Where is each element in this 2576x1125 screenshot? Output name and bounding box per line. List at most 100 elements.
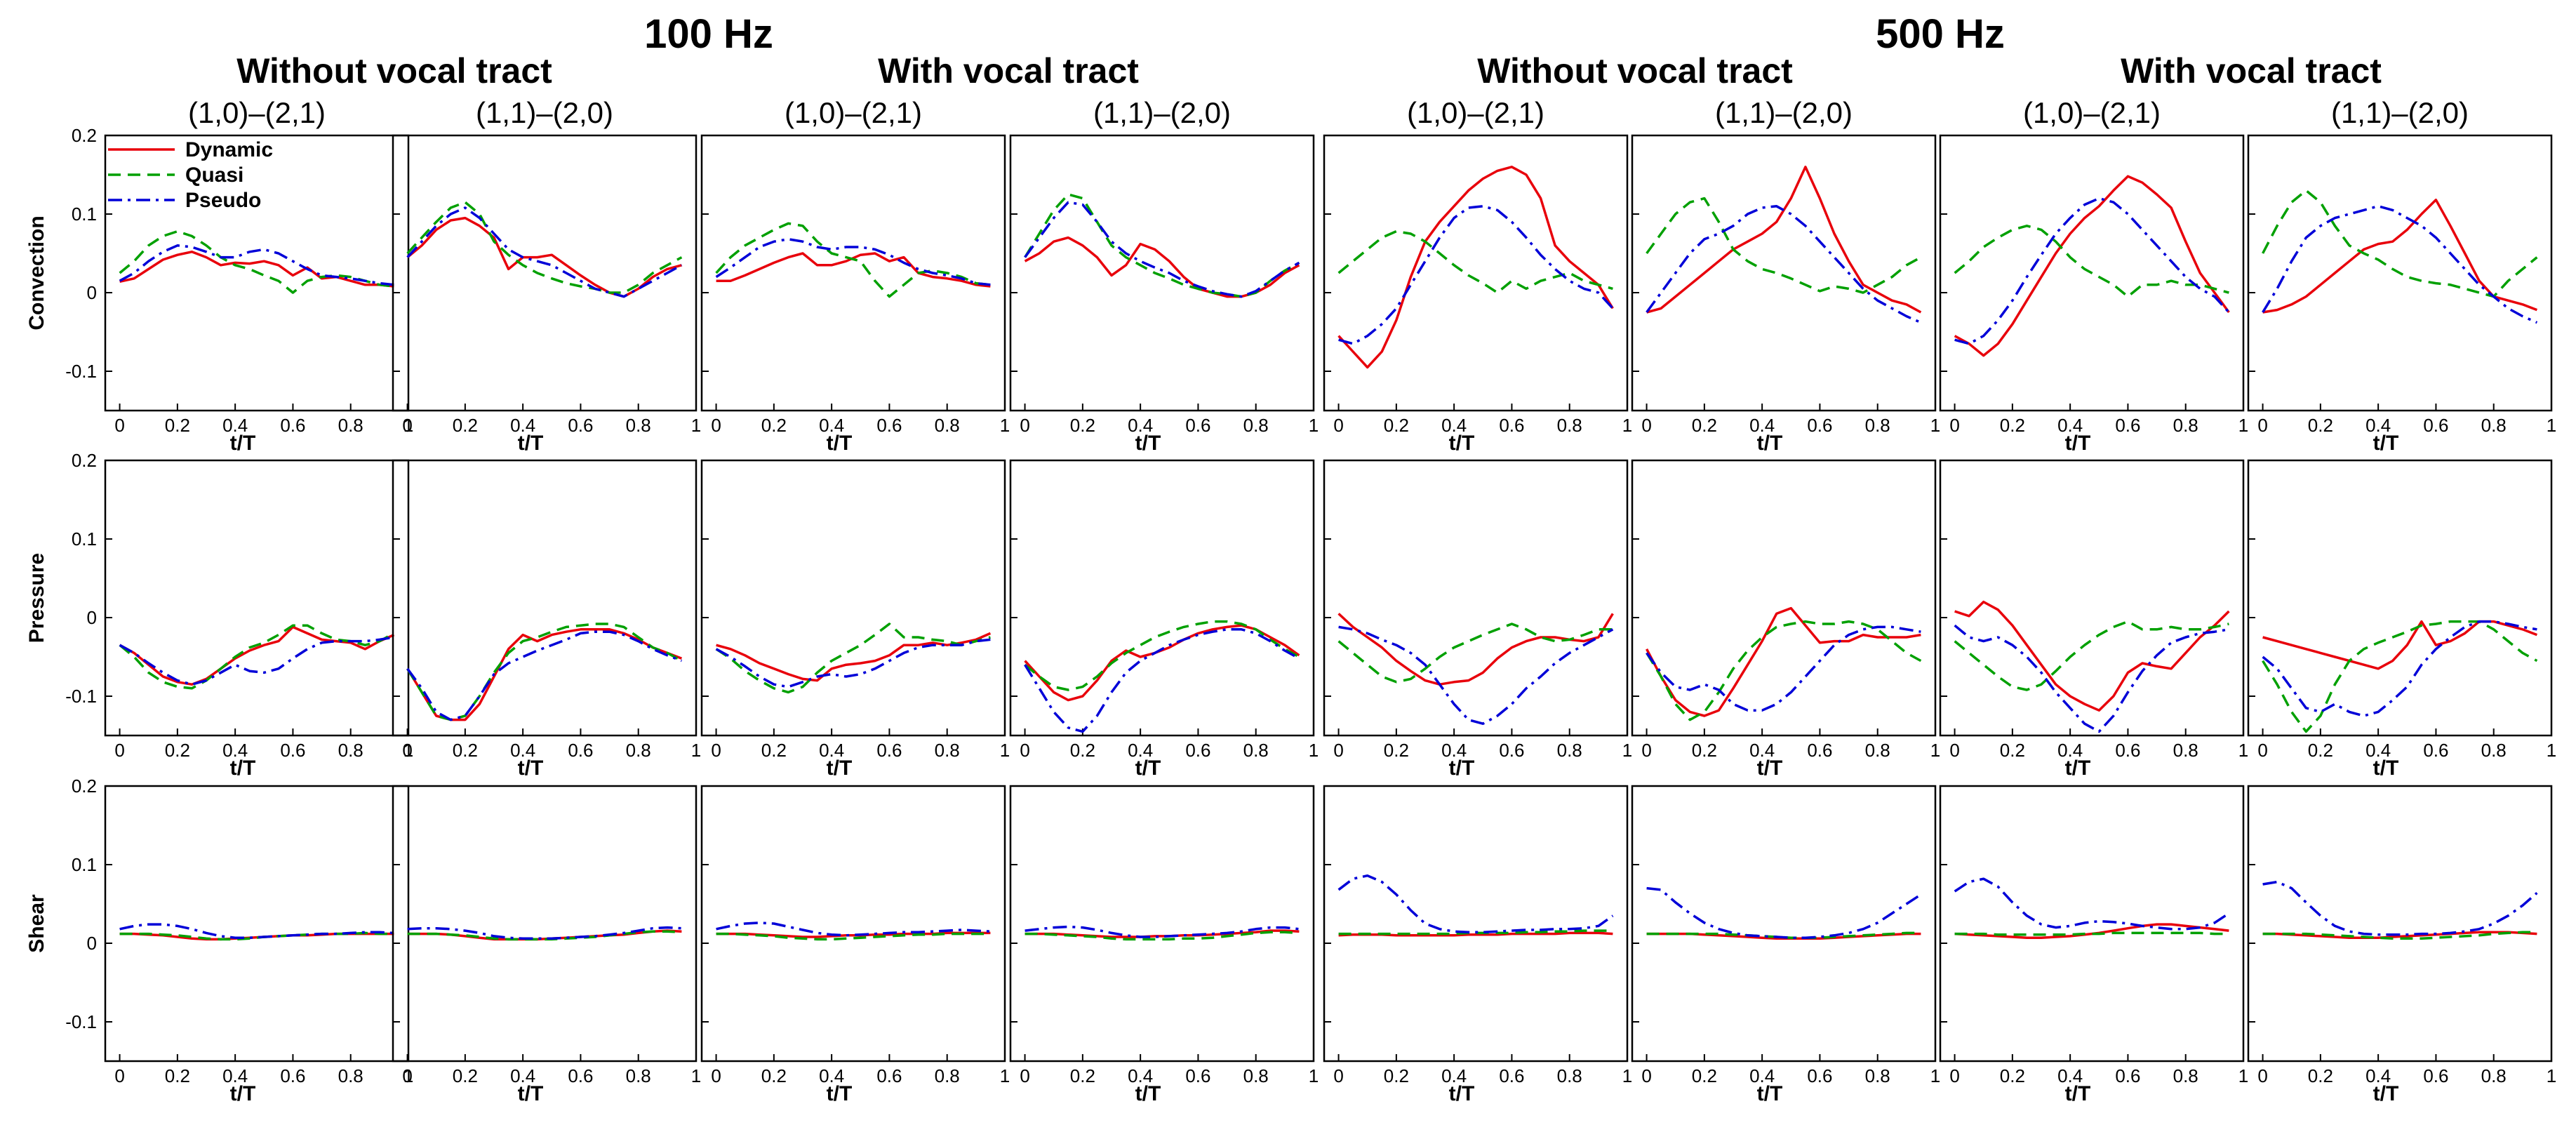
panel-frame: [392, 134, 698, 412]
x-tick-label: 0.6: [2423, 740, 2448, 761]
series-line-quasi: [1954, 620, 2229, 691]
x-tick-label: 0.4: [2057, 740, 2083, 761]
x-axis-label: t/T: [1449, 757, 1475, 780]
x-tick-label: 0.2: [165, 1065, 190, 1086]
y-tick-label: 0.2: [72, 450, 97, 471]
x-tick-label: 0: [114, 415, 124, 436]
x-tick-label: 0: [1641, 1065, 1651, 1086]
y-tick-label: 0.2: [72, 775, 97, 797]
x-tick-label: 1: [2547, 415, 2556, 436]
panel: 0 0.2 0.4 0.6 0.8 1 t/T: [1939, 459, 2248, 780]
x-axis-label: t/T: [1757, 1082, 1783, 1105]
x-axis-label: t/T: [827, 757, 853, 780]
row-label: Shear: [25, 894, 48, 953]
y-tick-label: 0.1: [72, 854, 97, 875]
x-tick-label: 0.6: [1499, 740, 1524, 761]
x-tick-label: 0: [711, 415, 721, 436]
x-axis-label: t/T: [1757, 757, 1783, 780]
x-tick-label: 0.2: [165, 740, 190, 761]
x-tick-label: 1: [1000, 415, 1010, 436]
pair-title: (1,1)–(2,0): [2331, 96, 2469, 129]
x-axis-label: t/T: [1135, 757, 1161, 780]
series-line-pseudo: [716, 921, 991, 937]
panel: 0 0.2 0.4 0.6 0.8 1 t/T: [1939, 785, 2248, 1105]
panel: 0 0.2 0.4 0.6 0.8 1 t/T: [2247, 134, 2556, 455]
x-tick-label: 0.2: [453, 740, 478, 761]
series-line-quasi: [716, 932, 991, 941]
series-line-quasi: [1338, 929, 1613, 936]
x-axis-label: t/T: [1135, 1082, 1161, 1105]
y-tick-label: 0.1: [72, 204, 97, 225]
series-line-quasi: [1337, 623, 1613, 684]
x-tick-label: 0.8: [2173, 740, 2198, 761]
x-tick-label: 1: [2547, 740, 2556, 761]
legend-label: Quasi: [185, 164, 243, 187]
series-line-dynamic: [1337, 166, 1614, 369]
x-tick-label: 0.8: [338, 1065, 363, 1086]
x-tick-label: 1: [1000, 1065, 1010, 1086]
titles: 100 Hz 500 Hz Without vocal tract With voca…: [25, 11, 2469, 953]
x-tick-label: 0.4: [2365, 415, 2391, 436]
panel-frame: [1009, 459, 1315, 737]
series-line-dynamic: [2262, 620, 2538, 670]
series-line-pseudo: [1024, 628, 1300, 733]
x-tick-label: 0.2: [453, 415, 478, 436]
x-tick-label: 0: [711, 740, 721, 761]
series-line-dynamic: [119, 251, 394, 288]
panel-frame: [2247, 785, 2553, 1063]
series-line-dynamic: [1954, 600, 2230, 712]
x-tick-label: 0.6: [1807, 415, 1832, 436]
x-tick-label: 0: [114, 740, 124, 761]
x-tick-label: 0.4: [2365, 1065, 2391, 1086]
panel: 0 0.2 0.4 0.6 0.8 1 t/T: [700, 134, 1010, 455]
x-tick-label: 0.2: [761, 415, 787, 436]
series-line-quasi: [119, 931, 394, 941]
panel: 0 0.2 0.4 0.6 0.8 1 t/T: [2247, 785, 2556, 1105]
x-tick-label: 0.2: [453, 1065, 478, 1086]
x-axis-label: t/T: [827, 432, 853, 455]
x-tick-label: 0.2: [1692, 1065, 1717, 1086]
x-axis-label: t/T: [1135, 432, 1161, 455]
x-tick-label: 0.8: [1557, 740, 1582, 761]
x-tick-label: 0.2: [2000, 1065, 2025, 1086]
x-tick-label: 0.6: [2115, 740, 2140, 761]
x-axis-label: t/T: [2373, 757, 2399, 780]
x-tick-label: 0.8: [1243, 1065, 1269, 1086]
x-tick-label: 0.2: [761, 740, 787, 761]
x-tick-label: 0.6: [1499, 415, 1524, 436]
y-tick-label: 0: [87, 607, 97, 628]
series-line-quasi: [2262, 931, 2537, 940]
x-tick-label: 1: [403, 740, 413, 761]
series-line-pseudo: [1646, 205, 1922, 324]
series-line-dynamic: [1024, 236, 1300, 298]
series-line-pseudo: [1338, 625, 1614, 725]
panel-frame: [2247, 134, 2553, 412]
panel-frame: [1939, 785, 2245, 1063]
panel: 0 0.2 0.4 0.6 0.8 1 t/T: [700, 459, 1010, 780]
series-line-pseudo: [119, 244, 394, 286]
panel-frame: [1631, 459, 1937, 737]
series-line-dynamic: [2262, 931, 2537, 939]
series-line-quasi: [1025, 931, 1300, 941]
series-line-dynamic: [406, 628, 683, 721]
x-axis-label: t/T: [518, 432, 544, 455]
x-tick-label: 1: [1000, 740, 1010, 761]
panel: 0 0.2 0.4 0.6 0.8 1 t/T: [1323, 134, 1632, 455]
x-tick-label: 0.6: [1807, 740, 1832, 761]
x-axis-label: t/T: [518, 1082, 544, 1105]
x-tick-label: 0.2: [1384, 415, 1409, 436]
x-tick-label: 1: [691, 1065, 701, 1086]
panel: 0 0.2 0.4 0.6 0.8 1 t/T: [700, 785, 1010, 1105]
x-tick-label: 0: [1020, 1065, 1029, 1086]
series-line-quasi: [2262, 189, 2538, 298]
panel-frame: [1939, 459, 2245, 737]
group-title: Without vocal tract: [1477, 51, 1793, 91]
x-tick-label: 0.6: [2115, 1065, 2140, 1086]
series-line-pseudo: [1954, 197, 2230, 345]
x-tick-label: 0.8: [626, 415, 651, 436]
pair-title: (1,0)–(2,1): [2023, 96, 2161, 129]
frequency-title: 100 Hz: [644, 11, 773, 57]
group-title: Without vocal tract: [236, 51, 552, 91]
panel: 0 0.2 0.4 0.6 0.8 1 t/T: [1009, 134, 1319, 455]
